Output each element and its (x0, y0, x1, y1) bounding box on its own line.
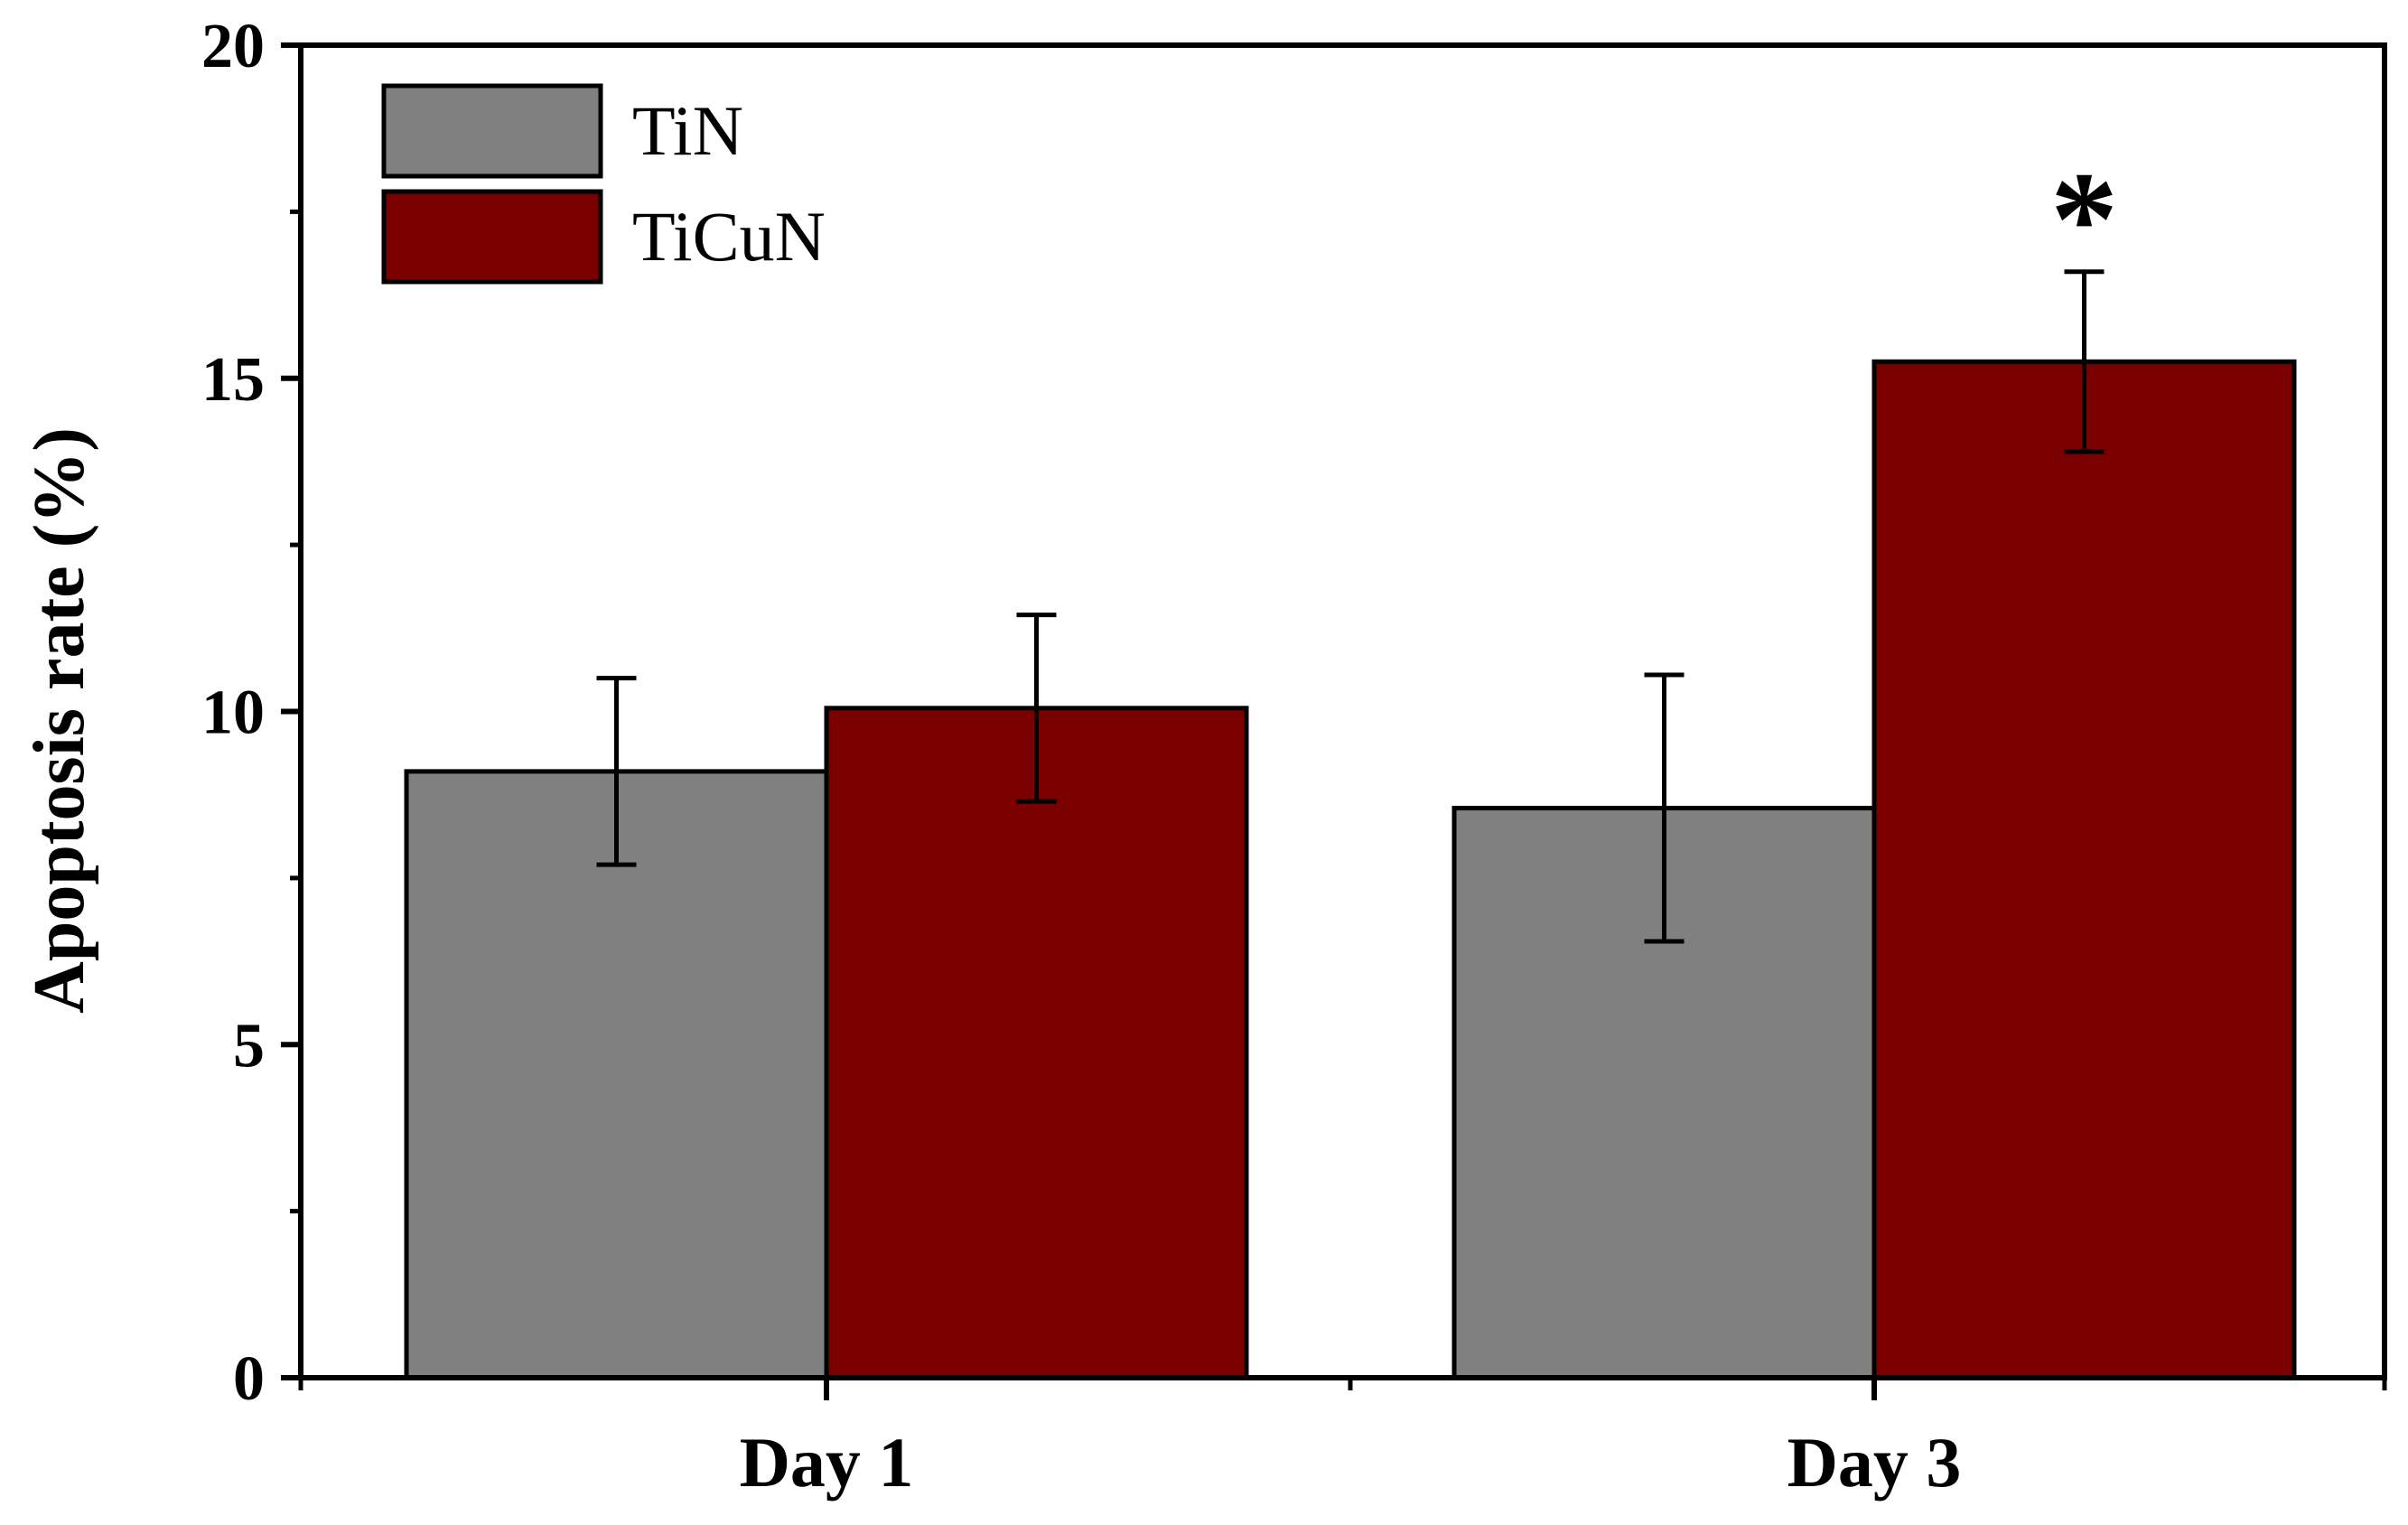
bar-tin-1 (404, 769, 829, 1380)
x-tick-label: Day 3 (1787, 1423, 1962, 1502)
error-bar-ticun-2 (2064, 269, 2105, 454)
error-bars-layer (596, 269, 2105, 944)
significance-asterisk: * (2050, 145, 2118, 295)
bar-ticun-1 (824, 706, 1249, 1380)
bars-layer (404, 359, 2297, 1380)
y-tick-label: 5 (233, 1011, 265, 1081)
legend-label-ticun: TiCuN (632, 197, 826, 276)
error-bar-tin-2 (1644, 672, 1685, 944)
y-axis-title: Apoptosis rate (%) (20, 427, 99, 1014)
error-bar-ticun-1 (1016, 613, 1057, 804)
y-tick-label: 20 (201, 12, 265, 81)
bar-ticun-2 (1871, 359, 2297, 1380)
legend-label-tin: TiN (632, 91, 743, 170)
legend-swatch-ticun (381, 189, 603, 285)
annotations-layer: * (2050, 145, 2118, 295)
x-tick-label: Day 1 (740, 1423, 914, 1502)
error-bar-tin-1 (596, 676, 637, 867)
x-axis: Day 1 Day 3 (298, 1378, 2387, 1502)
legend-swatch-tin (381, 83, 603, 179)
y-tick-label: 10 (201, 678, 265, 748)
y-tick-label: 15 (201, 345, 265, 415)
legend: TiN TiCuN (381, 83, 826, 285)
y-tick-label: 0 (233, 1344, 265, 1414)
y-axis: 0 5 10 15 20 (201, 12, 301, 1414)
